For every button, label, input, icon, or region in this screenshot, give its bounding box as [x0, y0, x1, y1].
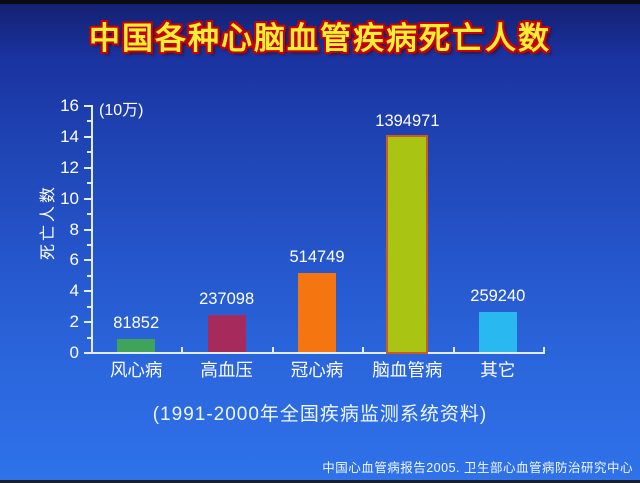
y-axis-major-tick — [84, 166, 91, 169]
x-axis-tick — [452, 347, 455, 352]
y-tick-label: 10 — [60, 188, 79, 208]
y-axis-major-tick — [84, 105, 91, 107]
bar — [298, 272, 336, 352]
y-axis-major-tick — [84, 259, 91, 262]
y-axis-minor-tick — [87, 182, 91, 185]
bar — [388, 136, 427, 352]
x-cat-label: 脑血管病 — [372, 360, 443, 380]
y-axis-minor-tick — [87, 213, 91, 216]
y-axis-major-tick — [84, 321, 91, 324]
top-edge-strip — [0, 0, 640, 4]
x-axis-tick — [181, 347, 184, 352]
y-tick-label: 12 — [60, 157, 79, 177]
y-axis-minor-tick — [87, 243, 91, 246]
y-tick-label: 6 — [69, 250, 79, 270]
y-tick-label: 8 — [69, 219, 79, 239]
x-axis-tick — [543, 347, 545, 352]
y-axis-unit-label: (10万) — [99, 102, 144, 119]
x-axis-tick — [271, 347, 274, 352]
y-tick-label: 2 — [69, 312, 79, 332]
x-cat-label: 风心病 — [109, 360, 163, 380]
y-axis-major-tick — [84, 135, 91, 138]
bar-value-label: 1394971 — [375, 111, 440, 130]
bar-value-label: 259240 — [470, 286, 526, 305]
y-axis-title: 死亡人数 — [40, 183, 58, 261]
bar — [207, 315, 246, 352]
y-axis-major-tick — [84, 290, 91, 293]
report-credit-footer: 中国心血管病报告2005. 卫生部心血管病防治研究中心 — [322, 461, 633, 475]
y-axis-major-tick — [84, 352, 91, 354]
y-axis-major-tick — [84, 228, 91, 231]
bar — [478, 311, 517, 352]
bar-value-label: 514749 — [289, 247, 345, 266]
bar-value-label: 81852 — [113, 314, 160, 333]
bottom-edge-strip — [0, 480, 640, 483]
bar-value-label: 237098 — [199, 290, 255, 309]
y-tick-label: 16 — [60, 96, 79, 115]
x-cat-label: 高血压 — [200, 360, 253, 380]
y-axis-minor-tick — [87, 151, 91, 154]
y-axis-major-tick — [84, 197, 91, 200]
y-tick-label: 4 — [69, 281, 79, 301]
bar — [117, 339, 156, 352]
chart-source-caption: (1991-2000年全国疾病监测系统资料) — [152, 404, 488, 425]
x-cat-label: 冠心病 — [290, 360, 344, 380]
y-axis-minor-tick — [87, 336, 91, 339]
y-axis-minor-tick — [87, 305, 91, 308]
y-axis-minor-tick — [87, 274, 91, 277]
y-axis-minor-tick — [87, 120, 91, 123]
slide-title: 中国各种心脑血管疾病死亡人数 — [89, 21, 551, 56]
x-cat-label: 其它 — [480, 360, 516, 380]
x-axis-tick — [362, 347, 365, 352]
x-axis-line — [91, 352, 545, 354]
y-axis-line — [91, 105, 93, 354]
y-tick-label: 14 — [60, 126, 79, 146]
y-tick-label: 0 — [69, 343, 79, 362]
